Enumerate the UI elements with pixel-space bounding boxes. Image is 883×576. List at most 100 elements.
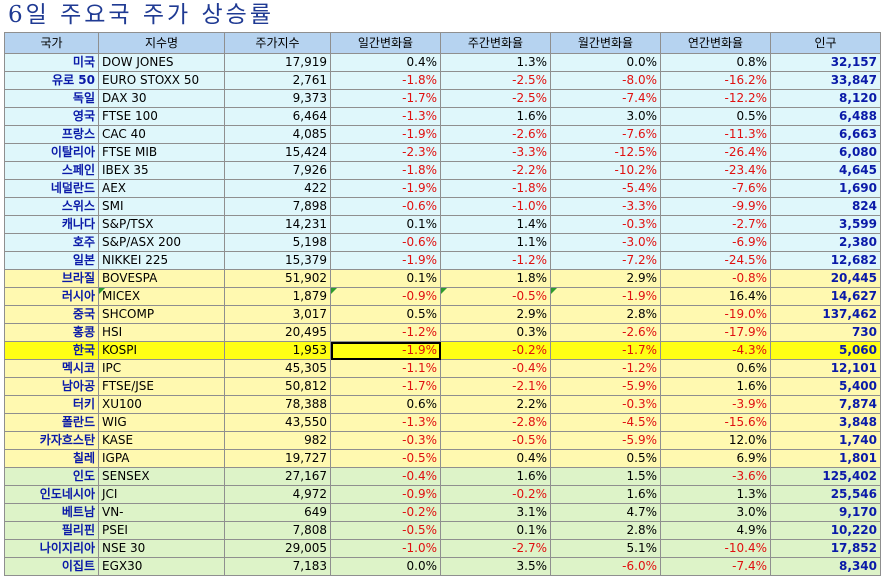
country-cell[interactable]: 나이지리아: [4, 539, 99, 558]
monthly-change-cell[interactable]: -5.9%: [550, 431, 661, 450]
monthly-change-cell[interactable]: 2.8%: [550, 521, 661, 540]
population-cell[interactable]: 9,170: [770, 503, 881, 522]
yearly-change-cell[interactable]: -26.4%: [660, 143, 771, 162]
index-name-cell[interactable]: S&P/ASX 200: [98, 233, 225, 252]
yearly-change-cell[interactable]: -4.3%: [660, 341, 771, 360]
weekly-change-cell[interactable]: -0.2%: [440, 485, 551, 504]
population-cell[interactable]: 1,690: [770, 179, 881, 198]
weekly-change-cell[interactable]: -2.2%: [440, 161, 551, 180]
index-level-cell[interactable]: 2,761: [224, 71, 331, 90]
yearly-change-cell[interactable]: 1.3%: [660, 485, 771, 504]
monthly-change-cell[interactable]: -6.0%: [550, 557, 661, 576]
weekly-change-cell[interactable]: -2.5%: [440, 71, 551, 90]
monthly-change-cell[interactable]: -5.4%: [550, 179, 661, 198]
header-cell[interactable]: 지수명: [98, 32, 225, 54]
daily-change-cell[interactable]: -1.3%: [330, 107, 441, 126]
daily-change-cell[interactable]: -0.6%: [330, 233, 441, 252]
index-name-cell[interactable]: NIKKEI 225: [98, 251, 225, 270]
index-name-cell[interactable]: IBEX 35: [98, 161, 225, 180]
country-cell[interactable]: 영국: [4, 107, 99, 126]
index-level-cell[interactable]: 7,898: [224, 197, 331, 216]
index-name-cell[interactable]: DAX 30: [98, 89, 225, 108]
weekly-change-cell[interactable]: 0.3%: [440, 323, 551, 342]
weekly-change-cell[interactable]: 0.1%: [440, 521, 551, 540]
weekly-change-cell[interactable]: -1.8%: [440, 179, 551, 198]
population-cell[interactable]: 12,682: [770, 251, 881, 270]
daily-change-cell[interactable]: -2.3%: [330, 143, 441, 162]
weekly-change-cell[interactable]: -1.0%: [440, 197, 551, 216]
population-cell[interactable]: 33,847: [770, 71, 881, 90]
index-level-cell[interactable]: 649: [224, 503, 331, 522]
index-level-cell[interactable]: 982: [224, 431, 331, 450]
country-cell[interactable]: 카자흐스탄: [4, 431, 99, 450]
country-cell[interactable]: 스페인: [4, 161, 99, 180]
weekly-change-cell[interactable]: 2.2%: [440, 395, 551, 414]
daily-change-cell[interactable]: -1.7%: [330, 377, 441, 396]
weekly-change-cell[interactable]: -2.7%: [440, 539, 551, 558]
country-cell[interactable]: 네덜란드: [4, 179, 99, 198]
weekly-change-cell[interactable]: 1.1%: [440, 233, 551, 252]
monthly-change-cell[interactable]: 1.6%: [550, 485, 661, 504]
country-cell[interactable]: 일본: [4, 251, 99, 270]
population-cell[interactable]: 3,599: [770, 215, 881, 234]
yearly-change-cell[interactable]: -7.4%: [660, 557, 771, 576]
index-level-cell[interactable]: 3,017: [224, 305, 331, 324]
index-level-cell[interactable]: 4,972: [224, 485, 331, 504]
country-cell[interactable]: 칠레: [4, 449, 99, 468]
population-cell[interactable]: 1,801: [770, 449, 881, 468]
weekly-change-cell[interactable]: -1.2%: [440, 251, 551, 270]
index-name-cell[interactable]: SHCOMP: [98, 305, 225, 324]
monthly-change-cell[interactable]: 2.8%: [550, 305, 661, 324]
index-name-cell[interactable]: IPC: [98, 359, 225, 378]
country-cell[interactable]: 터키: [4, 395, 99, 414]
population-cell[interactable]: 5,400: [770, 377, 881, 396]
yearly-change-cell[interactable]: -2.7%: [660, 215, 771, 234]
weekly-change-cell[interactable]: 1.6%: [440, 467, 551, 486]
weekly-change-cell[interactable]: 3.5%: [440, 557, 551, 576]
country-cell[interactable]: 독일: [4, 89, 99, 108]
weekly-change-cell[interactable]: -2.6%: [440, 125, 551, 144]
population-cell[interactable]: 7,874: [770, 395, 881, 414]
yearly-change-cell[interactable]: -9.9%: [660, 197, 771, 216]
index-level-cell[interactable]: 43,550: [224, 413, 331, 432]
population-cell[interactable]: 6,080: [770, 143, 881, 162]
yearly-change-cell[interactable]: -0.8%: [660, 269, 771, 288]
country-cell[interactable]: 프랑스: [4, 125, 99, 144]
daily-change-cell[interactable]: 0.6%: [330, 395, 441, 414]
index-name-cell[interactable]: MICEX: [98, 287, 225, 306]
yearly-change-cell[interactable]: 3.0%: [660, 503, 771, 522]
daily-change-cell[interactable]: 0.5%: [330, 305, 441, 324]
index-level-cell[interactable]: 5,198: [224, 233, 331, 252]
yearly-change-cell[interactable]: 16.4%: [660, 287, 771, 306]
index-name-cell[interactable]: S&P/TSX: [98, 215, 225, 234]
yearly-change-cell[interactable]: -16.2%: [660, 71, 771, 90]
index-level-cell[interactable]: 50,812: [224, 377, 331, 396]
weekly-change-cell[interactable]: -2.1%: [440, 377, 551, 396]
daily-change-cell[interactable]: 0.1%: [330, 269, 441, 288]
daily-change-cell[interactable]: -0.6%: [330, 197, 441, 216]
index-name-cell[interactable]: FTSE/JSE: [98, 377, 225, 396]
weekly-change-cell[interactable]: 1.8%: [440, 269, 551, 288]
index-level-cell[interactable]: 14,231: [224, 215, 331, 234]
monthly-change-cell[interactable]: 4.7%: [550, 503, 661, 522]
daily-change-cell[interactable]: 0.1%: [330, 215, 441, 234]
population-cell[interactable]: 8,120: [770, 89, 881, 108]
header-cell[interactable]: 연간변화율: [660, 32, 771, 54]
index-level-cell[interactable]: 15,424: [224, 143, 331, 162]
country-cell[interactable]: 인도: [4, 467, 99, 486]
country-cell[interactable]: 호주: [4, 233, 99, 252]
header-cell[interactable]: 일간변화율: [330, 32, 441, 54]
yearly-change-cell[interactable]: -3.9%: [660, 395, 771, 414]
population-cell[interactable]: 10,220: [770, 521, 881, 540]
weekly-change-cell[interactable]: -0.2%: [440, 341, 551, 360]
population-cell[interactable]: 25,546: [770, 485, 881, 504]
population-cell[interactable]: 32,157: [770, 53, 881, 72]
monthly-change-cell[interactable]: -0.3%: [550, 395, 661, 414]
country-cell[interactable]: 미국: [4, 53, 99, 72]
index-name-cell[interactable]: KASE: [98, 431, 225, 450]
country-cell[interactable]: 인도네시아: [4, 485, 99, 504]
population-cell[interactable]: 4,645: [770, 161, 881, 180]
index-level-cell[interactable]: 7,808: [224, 521, 331, 540]
yearly-change-cell[interactable]: 4.9%: [660, 521, 771, 540]
daily-change-cell[interactable]: -1.9%: [330, 179, 441, 198]
